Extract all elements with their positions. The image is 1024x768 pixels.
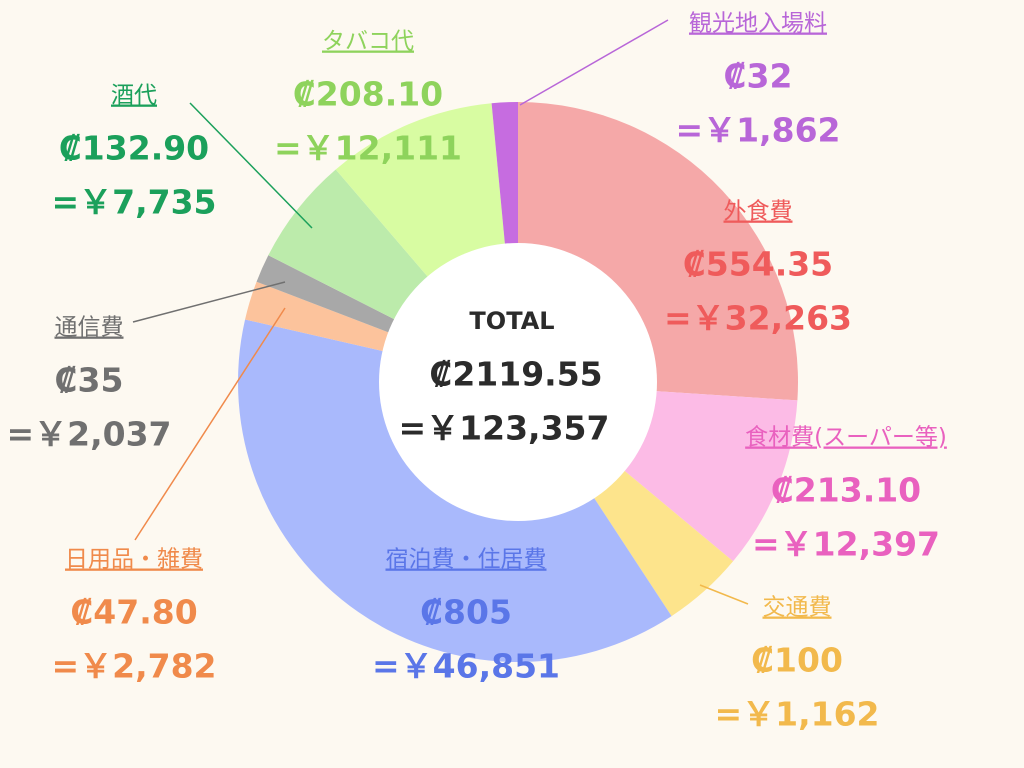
category-label: 酒代 — [111, 83, 157, 109]
total-value: ₡2119.55 — [429, 355, 602, 394]
leader-line — [519, 19, 669, 106]
leader-line — [134, 307, 286, 541]
yen-label: =￥1,162 — [714, 695, 879, 734]
value-label: ₡213.10 — [771, 471, 921, 510]
value-label: ₡132.90 — [59, 129, 209, 168]
category-label: 宿泊費・住居費 — [386, 547, 547, 573]
leader-line — [132, 281, 286, 323]
donut-hole — [379, 243, 657, 521]
total-label: TOTAL — [469, 307, 554, 335]
category-label: 通信費 — [55, 315, 124, 341]
yen-label: =￥2,782 — [51, 647, 216, 686]
value-label: ₡47.80 — [70, 593, 197, 632]
value-label: ₡32 — [724, 57, 793, 96]
yen-label: =￥7,735 — [51, 183, 216, 222]
value-label: ₡100 — [751, 641, 843, 680]
category-label: 外食費 — [724, 199, 793, 225]
category-label: 日用品・雑費 — [65, 547, 203, 573]
category-label: 食材費(スーパー等) — [745, 425, 947, 451]
yen-label: =￥46,851 — [372, 647, 560, 686]
leader-line — [189, 102, 313, 229]
category-label: 交通費 — [763, 595, 832, 621]
yen-label: =￥1,862 — [675, 111, 840, 150]
yen-label: =￥12,111 — [274, 129, 462, 168]
value-label: ₡35 — [55, 361, 124, 400]
value-label: ₡805 — [420, 593, 512, 632]
value-label: ₡208.10 — [293, 75, 443, 114]
value-label: ₡554.35 — [683, 245, 833, 284]
yen-label: =￥32,263 — [664, 299, 852, 338]
category-label: 観光地入場料 — [689, 11, 827, 37]
leader-line — [699, 584, 749, 605]
yen-label: =￥2,037 — [6, 415, 171, 454]
total-yen: =￥123,357 — [399, 409, 610, 448]
category-label: タバコ代 — [322, 29, 414, 55]
yen-label: =￥12,397 — [752, 525, 940, 564]
